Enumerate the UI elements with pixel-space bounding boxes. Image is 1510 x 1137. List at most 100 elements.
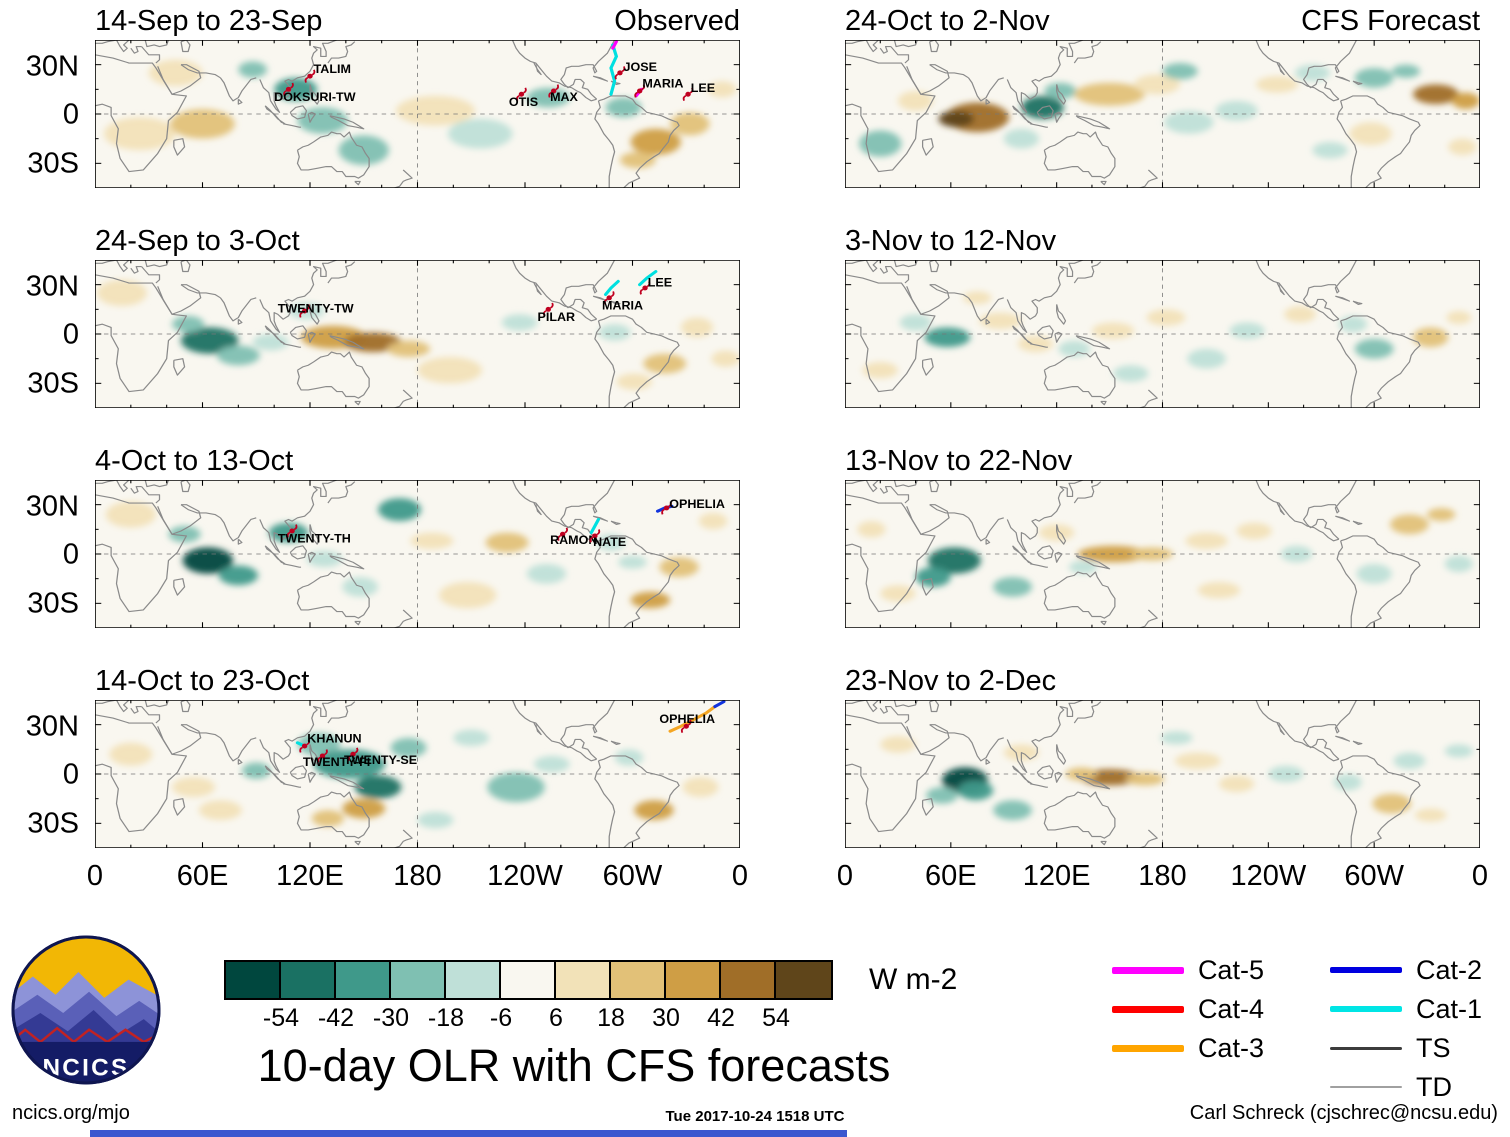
anomaly-blob: [880, 736, 916, 753]
logo-red-ridge: [13, 1026, 159, 1044]
anomaly-blob: [198, 800, 242, 821]
panel-row-obs4: 30N 0 30S 14-Oct to 23-Oct KHANUN TWENTY-FI TW…: [0, 665, 740, 848]
legend-item-cat-5: Cat-5: [1111, 955, 1264, 985]
anomaly-blob: [1185, 532, 1228, 550]
coastlines: [95, 40, 680, 188]
colorbar-segment: [446, 962, 501, 998]
cyclone-icon: [639, 281, 651, 295]
anomaly-blob: [862, 361, 898, 379]
legend-label: Cat-1: [1415, 993, 1482, 1024]
y-tick-label: 30N: [25, 270, 79, 303]
x-axis-forecast: 0 60E 120E 180 120W 60W 0: [837, 848, 1488, 894]
cyclone-icon: [634, 84, 646, 98]
legend-line-sample: [1329, 1086, 1402, 1088]
x-tick-label: 60W: [602, 860, 663, 892]
y-tick-label: 0: [62, 538, 79, 571]
panel-row-obs3: 30N 0 30S 4-Oct to 13-Oct TWENTY-TH RAMON NATE…: [0, 445, 740, 628]
storm-category-legend: Cat-5 Cat-4 Cat-3 Cat-2 Cat-1 TS TD: [1111, 934, 1482, 1102]
coastlines: [845, 40, 1421, 188]
anomaly-blob: [1125, 772, 1165, 786]
map-fc4: [845, 700, 1480, 848]
panel-header: 3-Nov to 12-Nov: [845, 225, 1480, 260]
colorbar-tick-label: 42: [707, 1004, 735, 1032]
colorbar-row: W m-2: [224, 960, 957, 1000]
anomaly-blob: [1091, 322, 1135, 339]
colorbar-segment: [666, 962, 721, 998]
anomaly-blob: [1390, 514, 1429, 535]
map-obs1: TALIM DOKSURI-TW OTIS MAX JOSE MARIA LEE: [95, 40, 740, 188]
panel-corner-label: Observed: [614, 5, 740, 37]
anomaly-blob: [915, 567, 951, 587]
anomaly-blob: [1446, 310, 1472, 325]
legend-column: Cat-2 Cat-1 TS TD: [1329, 955, 1482, 1102]
coastlines: [845, 260, 1421, 408]
y-axis-labels: 30N 0 30S: [0, 260, 95, 408]
anomaly-blob: [1160, 731, 1193, 745]
storm-track: [611, 40, 618, 50]
storm-label: OPHELIA: [659, 713, 715, 726]
anomaly-blob: [605, 97, 642, 118]
panel-obs3: 4-Oct to 13-Oct TWENTY-TH RAMON NATE OPHELIA: [95, 445, 740, 628]
anomaly-blob: [1284, 306, 1316, 323]
storm-label: RAMON: [550, 534, 597, 547]
legend-line-sample: [1111, 1044, 1184, 1052]
axis-ticks: [845, 480, 1480, 628]
x-tick-label: 0: [86, 860, 104, 892]
anomaly-blob: [616, 373, 653, 390]
panel-corner-label: CFS Forecast: [1301, 5, 1480, 37]
anomaly-blob: [109, 742, 153, 766]
anomaly-blob: [1444, 744, 1473, 758]
y-tick-label: 30N: [25, 710, 79, 743]
coastlines: [95, 700, 680, 848]
anomaly-blob: [1197, 581, 1241, 599]
y-tick-label: 0: [62, 318, 79, 351]
cyclone-icon: [614, 66, 626, 80]
anomaly-blob: [598, 324, 631, 341]
panel-obs4: 14-Oct to 23-Oct KHANUN TWENTY-FI TWENTY-SE…: [95, 665, 740, 848]
storm-label: LEE: [691, 81, 715, 94]
panel-title: 14-Oct to 23-Oct: [95, 665, 310, 697]
legend-label: Cat-4: [1197, 993, 1264, 1024]
storm-label: TWENTY-FI: [303, 755, 370, 768]
anomaly-blob: [927, 547, 981, 574]
anomaly-blob: [1356, 563, 1392, 584]
anomaly-blob: [1236, 522, 1272, 540]
map-fc1: [845, 40, 1480, 188]
anomaly-blob: [1164, 110, 1214, 134]
x-tick-label: 180: [1138, 860, 1187, 892]
colorbar-segment: [391, 962, 446, 998]
legend-line-sample: [1111, 1005, 1184, 1013]
x-tick-label: 120W: [487, 860, 563, 892]
legend-column: Cat-5 Cat-4 Cat-3: [1111, 955, 1264, 1101]
anomaly-blob: [216, 345, 260, 366]
x-axis-observed: 0 60E 120E 180 120W 60W 0: [87, 848, 748, 894]
anomaly-blob: [659, 557, 699, 578]
x-tick-label: 120W: [1230, 860, 1307, 892]
footer-credit: Carl Schreck (cjschrec@ncsu.edu): [1189, 1102, 1498, 1124]
anomaly-blob: [926, 787, 958, 804]
legend-line-sample: [1111, 966, 1184, 974]
anomaly-blob: [680, 317, 714, 338]
panel-title: 23-Nov to 2-Dec: [845, 665, 1057, 697]
colorbar-tick-label: -30: [372, 1004, 410, 1032]
storm-track: [609, 43, 619, 96]
anomaly-blob: [1268, 765, 1304, 783]
anomaly-blob: [378, 498, 422, 522]
legend-item-cat-2: Cat-2: [1329, 955, 1482, 985]
colorbar-tick-label: 6: [549, 1004, 563, 1032]
forecast-column: 24-Oct to 2-Nov CFS Forecast 3-Nov to 12-N…: [845, 5, 1480, 848]
bottom-section: NCICS W m-2 -54 -42 -30 -18 -6 6 18 30 42 54 10-d…: [0, 934, 1510, 1102]
panel-title: 24-Sep to 3-Oct: [95, 225, 300, 257]
x-tick-label: 60E: [925, 860, 977, 892]
legend-label: Cat-3: [1197, 1032, 1264, 1063]
colorbar-segment: [501, 962, 556, 998]
panel-fc1: 24-Oct to 2-Nov CFS Forecast: [845, 5, 1480, 188]
colorbar-tick-label: -6: [489, 1004, 513, 1032]
colorbar-segment: [556, 962, 611, 998]
y-axis-labels: 30N 0 30S: [0, 480, 95, 628]
colorbar-tick-label: 18: [597, 1004, 625, 1032]
cyclone-icon: [548, 84, 560, 98]
anomaly-blob: [682, 777, 719, 798]
anomaly-blob: [172, 777, 216, 798]
